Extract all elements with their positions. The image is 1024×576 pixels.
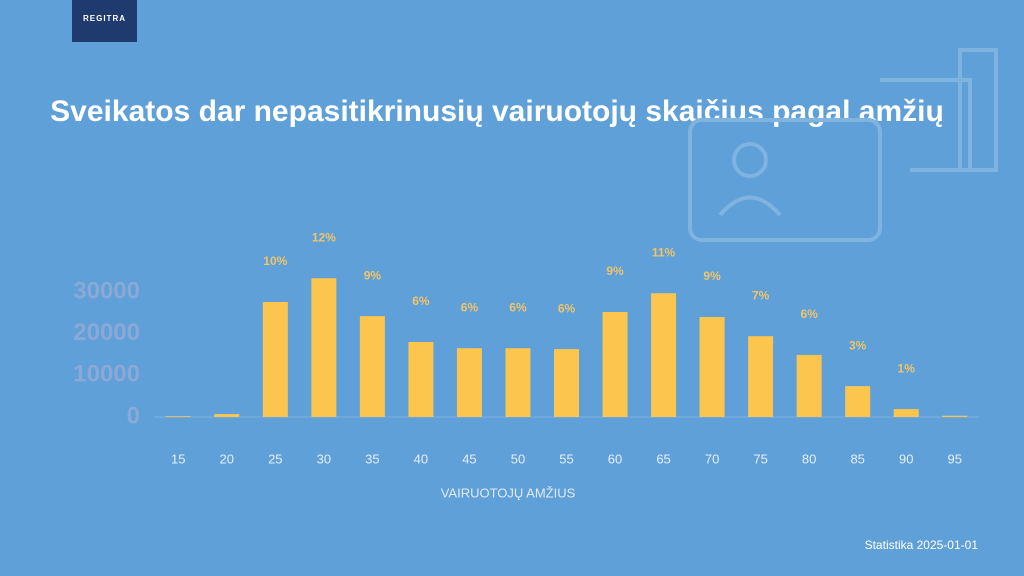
x-axis-label: VAIRUOTOJŲ AMŽIUS [441, 485, 576, 500]
x-tick-label: 70 [705, 451, 719, 466]
bar [554, 349, 579, 417]
x-tick-label: 30 [317, 451, 331, 466]
x-tick-label: 60 [608, 451, 622, 466]
bar [262, 302, 288, 417]
data-label: 12% [312, 230, 336, 244]
x-tick-label: 75 [753, 451, 767, 466]
bar [602, 312, 628, 417]
x-tick-label: 85 [850, 451, 864, 466]
x-tick-label: 45 [462, 451, 476, 466]
data-label: 1% [898, 361, 916, 375]
x-tick-label: 90 [899, 451, 913, 466]
x-tick-label: 25 [268, 451, 282, 466]
y-tick-label: 0 [127, 402, 140, 429]
data-label: 6% [800, 307, 818, 321]
bar [311, 278, 337, 417]
data-label: 6% [461, 300, 479, 314]
data-label: 3% [849, 338, 867, 352]
bar [165, 416, 191, 417]
x-tick-label: 95 [948, 451, 962, 466]
bar [845, 386, 871, 417]
chart-title: Sveikatos dar nepasitikrinusių vairuotoj… [50, 95, 944, 128]
bar [505, 348, 531, 417]
bar [456, 348, 482, 417]
data-label: 6% [558, 301, 576, 315]
x-tick-label: 15 [171, 451, 185, 466]
x-tick-label: 35 [365, 451, 379, 466]
background-icon [688, 48, 998, 242]
x-tick-label: 20 [220, 451, 234, 466]
logo: REGITRA [72, 0, 137, 42]
y-tick-label: 10000 [73, 361, 140, 388]
bar [796, 354, 822, 417]
y-tick-label: 20000 [73, 319, 140, 346]
data-label: 9% [703, 269, 721, 283]
data-label: 10% [263, 254, 287, 268]
data-label: 6% [412, 294, 430, 308]
bar [893, 409, 919, 417]
bar [699, 317, 725, 417]
y-tick-label: 30000 [73, 277, 140, 304]
x-tick-label: 65 [656, 451, 670, 466]
bar [359, 316, 385, 417]
bar [214, 414, 240, 417]
x-tick-label: 50 [511, 451, 525, 466]
x-tick-label: 40 [414, 451, 428, 466]
footer: Statistika 2025-01-01 [864, 538, 978, 552]
bar [651, 293, 677, 417]
data-label: 9% [606, 264, 624, 278]
x-tick-label: 80 [802, 451, 816, 466]
data-label: 7% [752, 288, 770, 302]
data-label: 6% [509, 300, 527, 314]
data-label: 9% [364, 268, 382, 282]
bar [942, 415, 968, 417]
bar [748, 336, 774, 417]
bar [408, 342, 434, 417]
x-tick-label: 55 [559, 451, 573, 466]
data-label: 11% [652, 245, 676, 259]
